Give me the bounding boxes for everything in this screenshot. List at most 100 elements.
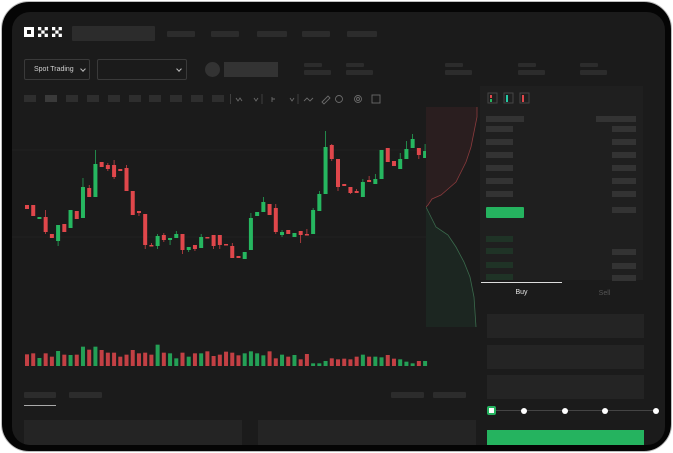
candle xyxy=(56,225,61,241)
timeframe-button-active[interactable] xyxy=(45,95,57,102)
buy-button[interactable] xyxy=(487,430,644,445)
volume-bar xyxy=(360,354,365,366)
volume-bar xyxy=(99,350,104,366)
slider-step[interactable] xyxy=(521,408,527,414)
market-type-label: Spot Trading xyxy=(34,66,74,73)
candle xyxy=(292,233,297,237)
volume-bar xyxy=(404,361,409,366)
volume-bar xyxy=(248,351,253,366)
slider-handle[interactable] xyxy=(487,406,496,415)
volume-bar xyxy=(136,353,141,366)
nav-item[interactable] xyxy=(167,31,195,37)
timeframe-button[interactable] xyxy=(87,95,99,102)
volume-bar xyxy=(211,356,216,366)
stat-value xyxy=(518,70,545,75)
volume-bar xyxy=(261,355,266,366)
candle xyxy=(118,169,123,171)
timeframe-button[interactable] xyxy=(149,95,161,102)
volume-bar xyxy=(87,349,92,366)
volume-bar xyxy=(80,346,85,366)
candle xyxy=(255,212,260,216)
candle xyxy=(124,168,129,191)
volume-bar xyxy=(93,346,98,366)
volume-bar xyxy=(37,358,42,366)
volume-bar xyxy=(118,356,123,366)
volume-bar xyxy=(43,353,48,366)
orderbook-view-toggles[interactable] xyxy=(487,92,532,104)
amount-slider[interactable] xyxy=(491,410,656,411)
slider-step[interactable] xyxy=(653,408,659,414)
tab-buy[interactable]: Buy xyxy=(515,289,528,296)
chart-type-icon xyxy=(271,97,275,102)
volume-bar xyxy=(329,358,334,366)
chevron-down-icon xyxy=(176,66,182,72)
volume-bar xyxy=(317,363,322,366)
timeframe-button[interactable] xyxy=(108,95,120,102)
bid-amount xyxy=(612,275,636,281)
nav-item[interactable] xyxy=(347,31,377,37)
volume-bar xyxy=(336,359,340,366)
filter-button[interactable] xyxy=(433,392,466,398)
tab-open-orders[interactable] xyxy=(24,392,56,398)
timeframe-button[interactable] xyxy=(212,95,224,102)
total-input[interactable] xyxy=(487,375,644,399)
volume-bar xyxy=(230,352,235,366)
volume-bar xyxy=(323,361,328,366)
candle xyxy=(242,252,247,259)
candle xyxy=(68,210,73,228)
timeframe-button[interactable] xyxy=(170,95,182,102)
fullscreen-icon xyxy=(371,94,381,104)
volume-bar xyxy=(105,352,110,366)
volume-bar xyxy=(205,351,210,366)
volume-bar xyxy=(423,361,428,366)
candlestick-chart[interactable] xyxy=(12,102,432,382)
amount-input[interactable] xyxy=(487,345,644,369)
volume-bar xyxy=(236,355,241,366)
volume-bar xyxy=(56,351,61,366)
volume-bar xyxy=(68,355,73,366)
timeframe-button[interactable] xyxy=(129,95,141,102)
nav-item[interactable] xyxy=(257,31,287,37)
tab-sell[interactable]: Sell xyxy=(598,290,611,297)
candle xyxy=(323,147,328,194)
nav-item[interactable] xyxy=(302,31,330,37)
volume-bar xyxy=(186,356,191,366)
volume-bar xyxy=(224,351,229,366)
filter-button[interactable] xyxy=(391,392,424,398)
tab-history[interactable] xyxy=(69,392,102,398)
settings-icon xyxy=(354,95,362,103)
orderbook-header-amount xyxy=(596,116,636,122)
timeframe-button[interactable] xyxy=(24,95,36,102)
chevron-down-icon xyxy=(289,97,295,102)
stat-label xyxy=(518,63,536,67)
volume-bar xyxy=(74,354,79,366)
candle xyxy=(304,234,309,236)
bid-price xyxy=(486,236,513,242)
pair-dropdown[interactable] xyxy=(97,59,187,80)
stat-value xyxy=(304,70,331,75)
candle xyxy=(317,194,322,211)
candle xyxy=(143,214,148,245)
market-type-dropdown[interactable]: Spot Trading xyxy=(24,59,90,80)
volume-bar xyxy=(267,351,272,366)
ask-price xyxy=(486,178,513,184)
search-bar[interactable] xyxy=(72,26,155,41)
slider-step[interactable] xyxy=(562,408,568,414)
volume-bar xyxy=(217,354,222,366)
slider-step[interactable] xyxy=(602,408,608,414)
candle xyxy=(423,151,428,158)
nav-item[interactable] xyxy=(211,31,239,37)
buy-tab-underline xyxy=(481,282,562,283)
candle xyxy=(286,230,291,234)
timeframe-button[interactable] xyxy=(191,95,203,102)
timeframe-button[interactable] xyxy=(66,95,78,102)
candle xyxy=(155,236,160,246)
ask-price xyxy=(486,152,513,158)
candle xyxy=(273,208,278,232)
ask-price xyxy=(486,139,513,145)
candle xyxy=(298,231,303,235)
volume-bar xyxy=(49,356,54,366)
price-input[interactable] xyxy=(487,314,644,338)
candle xyxy=(224,244,229,246)
candle xyxy=(205,237,210,239)
